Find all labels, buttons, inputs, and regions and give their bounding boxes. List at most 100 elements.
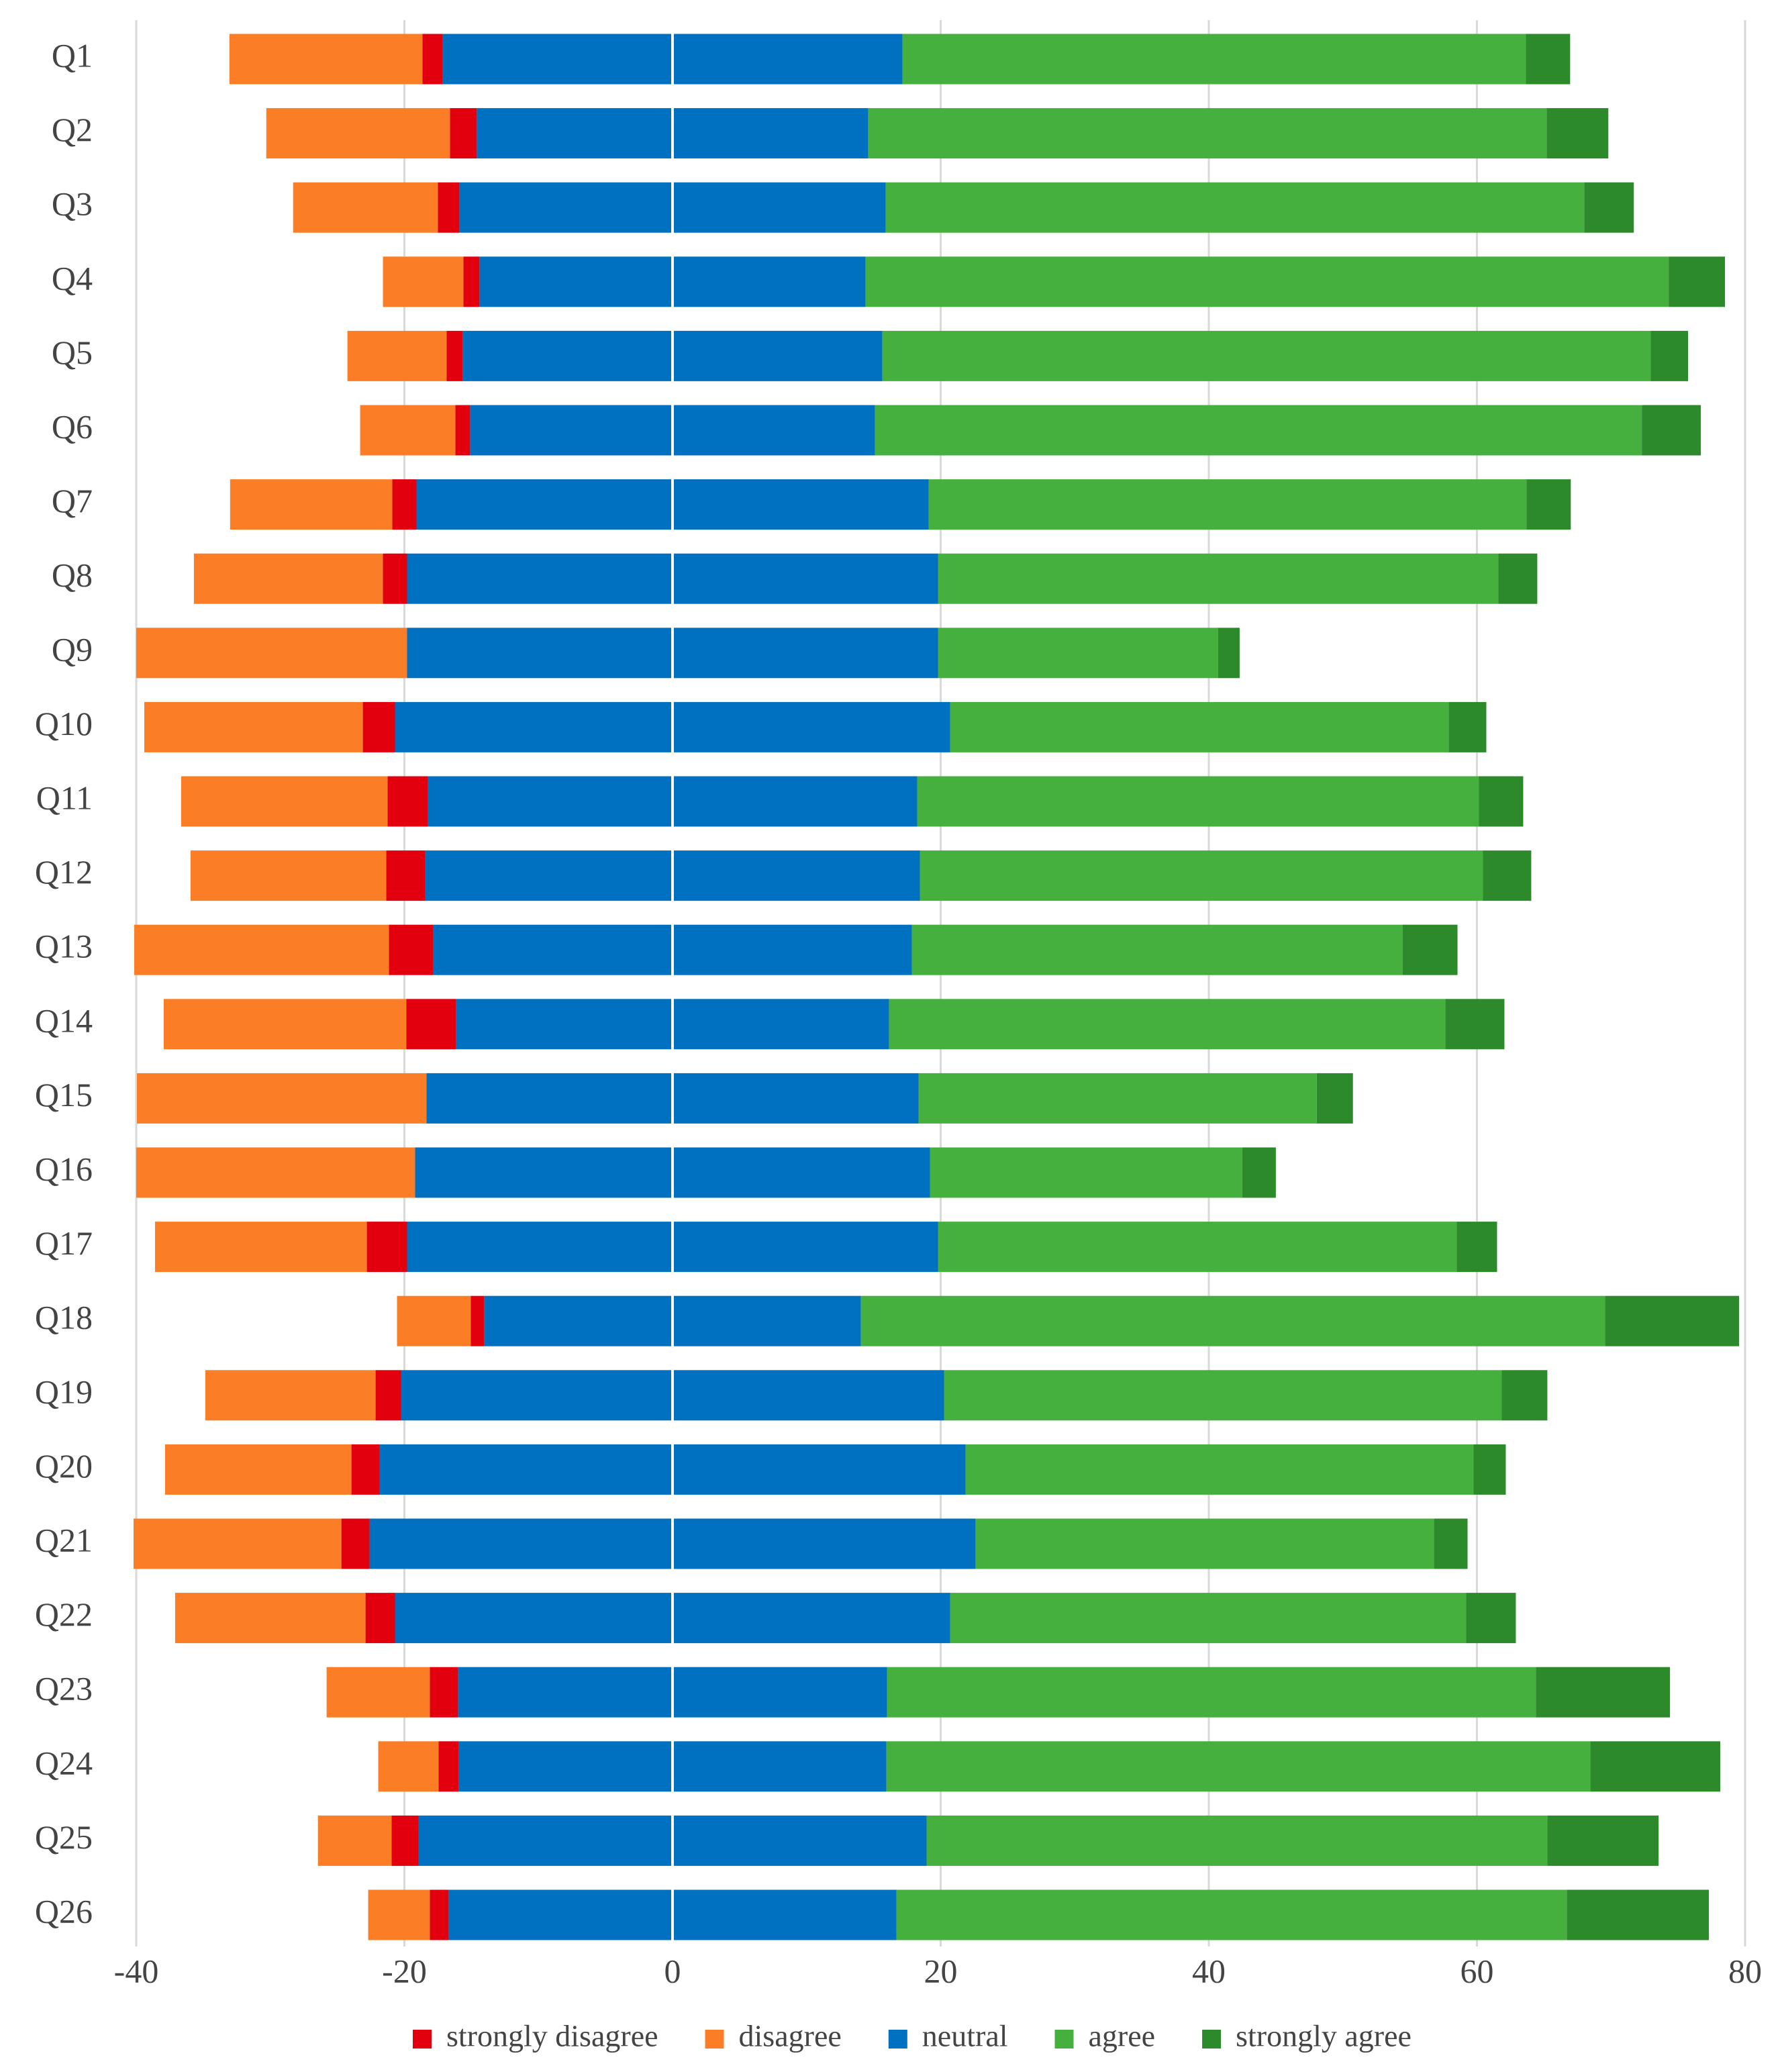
bar-segment	[1445, 999, 1505, 1050]
legend-label: agree	[1089, 2019, 1156, 2053]
bar-segment	[1402, 924, 1458, 975]
bar-segment	[1669, 256, 1726, 307]
bar-segment	[144, 701, 363, 752]
y-tick-label: Q15	[35, 1076, 93, 1114]
bar-segment	[1590, 1741, 1721, 1792]
bar-segment	[391, 1815, 419, 1866]
x-tick-label: 0	[664, 1952, 681, 1989]
bar-segment	[1316, 1073, 1353, 1124]
bar-segment	[175, 1593, 366, 1644]
x-tick-label: 60	[1461, 1952, 1494, 1989]
bar-segment	[1479, 776, 1524, 827]
bar-segment	[882, 330, 1651, 381]
legend-swatch	[1202, 2030, 1222, 2049]
y-tick-label: Q26	[35, 1892, 93, 1930]
bar-segment	[293, 182, 438, 233]
bar-segment	[406, 999, 456, 1050]
bar-segment	[347, 330, 447, 381]
y-tick-label: Q25	[35, 1818, 93, 1856]
legend-label: disagree	[739, 2019, 842, 2053]
bar-segment	[366, 1222, 407, 1273]
y-tick-label: Q24	[35, 1744, 93, 1781]
y-tick-label: Q3	[52, 185, 93, 223]
bar-segment	[397, 1295, 471, 1346]
bar-segment	[1526, 479, 1571, 530]
y-tick-label: Q2	[52, 111, 93, 148]
bar-segment	[136, 628, 407, 679]
bar-segment	[317, 1815, 392, 1866]
bar-segment	[164, 1444, 352, 1495]
bar-segment	[938, 628, 1218, 679]
x-tick-label: -20	[382, 1952, 427, 1989]
bar-segment	[896, 1889, 1567, 1940]
legend-swatch	[413, 2030, 432, 2049]
bar-segment	[430, 1667, 458, 1718]
y-tick-label: Q1	[52, 36, 93, 74]
bar-segment	[134, 1518, 342, 1569]
y-tick-label: Q10	[35, 705, 93, 742]
x-tick-label: 20	[924, 1952, 958, 1989]
bar-segment	[1483, 850, 1532, 901]
y-tick-label: Q7	[52, 482, 93, 520]
legend-swatch	[705, 2030, 724, 2049]
bar-segment	[438, 1741, 459, 1792]
bar-segment	[950, 1593, 1467, 1644]
bar-segment	[889, 999, 1446, 1050]
bar-segment	[205, 1370, 376, 1421]
bar-segment	[1501, 1370, 1548, 1421]
bar-segment	[1242, 1147, 1276, 1198]
bar-segment	[362, 701, 395, 752]
bar-segment	[422, 34, 443, 85]
y-tick-label: Q21	[35, 1521, 93, 1559]
bar-segment	[378, 1741, 439, 1792]
bar-segment	[885, 182, 1585, 233]
bar-segment	[190, 850, 387, 901]
bar-segment	[1584, 182, 1634, 233]
bar-segment	[1498, 553, 1538, 604]
bar-segment	[975, 1518, 1434, 1569]
bar-segment	[389, 924, 434, 975]
bar-segment	[860, 1295, 1605, 1346]
bar-segment	[230, 479, 393, 530]
legend-label: neutral	[922, 2019, 1008, 2053]
x-tick-label: 80	[1728, 1952, 1762, 1989]
bar-segment	[1546, 108, 1609, 159]
bar-segment	[918, 1073, 1317, 1124]
bar-segment	[1567, 1889, 1710, 1940]
bar-segment	[1218, 628, 1240, 679]
bar-segment	[1456, 1222, 1497, 1273]
y-tick-label: Q12	[35, 853, 93, 891]
bar-segment	[136, 1073, 427, 1124]
legend-label: strongly disagree	[446, 2019, 658, 2053]
bar-segment	[387, 776, 428, 827]
y-tick-label: Q16	[35, 1150, 93, 1187]
bar-segment	[134, 924, 389, 975]
bar-segment	[1536, 1667, 1671, 1718]
y-tick-label: Q17	[35, 1224, 93, 1262]
x-tick-label: 40	[1192, 1952, 1226, 1989]
bar-segment	[386, 850, 426, 901]
bar-segment	[965, 1444, 1474, 1495]
y-tick-label: Q18	[35, 1299, 93, 1336]
legend-swatch	[1054, 2030, 1074, 2049]
legend-label: strongly agree	[1236, 2019, 1412, 2053]
bar-segment	[181, 776, 388, 827]
bar-segment	[1605, 1295, 1740, 1346]
bar-segment	[944, 1370, 1502, 1421]
y-tick-label: Q9	[52, 630, 93, 668]
bar-segment	[930, 1147, 1242, 1198]
bar-segment	[383, 553, 407, 604]
bar-segment	[1547, 1815, 1659, 1866]
bar-segment	[920, 850, 1483, 901]
bar-segment	[163, 999, 407, 1050]
bar-segment	[266, 108, 450, 159]
bar-segment	[1526, 34, 1571, 85]
bar-segment	[868, 108, 1547, 159]
bar-segment	[455, 405, 471, 456]
bar-segment	[1650, 330, 1689, 381]
bar-segment	[463, 256, 480, 307]
bar-segment	[887, 1667, 1536, 1718]
x-tick-label: -40	[114, 1952, 159, 1989]
y-tick-label: Q23	[35, 1670, 93, 1708]
bar-segment	[136, 1147, 415, 1198]
